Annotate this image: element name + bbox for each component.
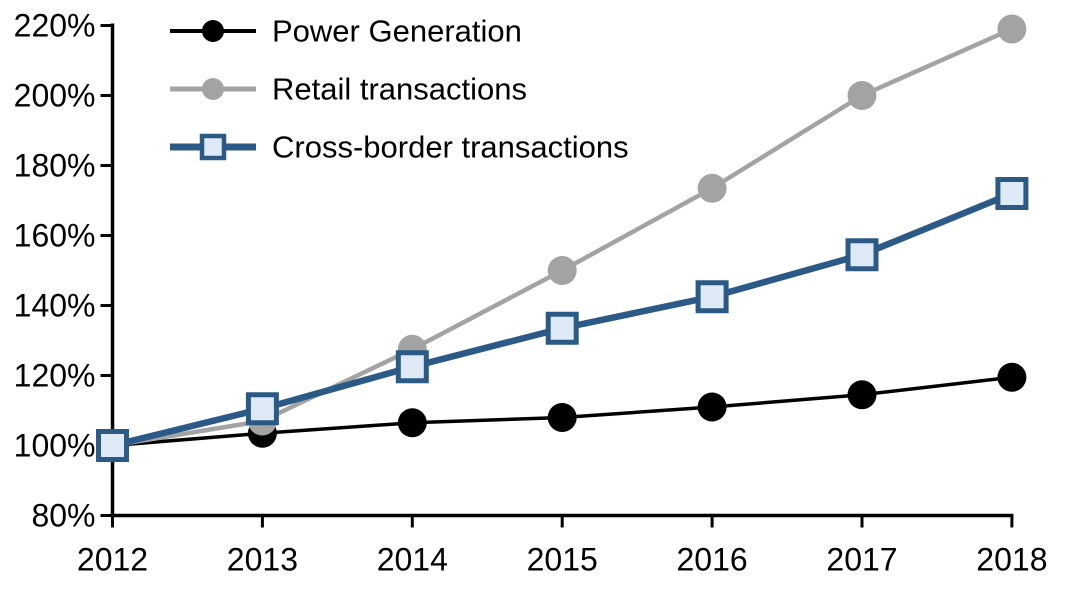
retail-transactions-marker — [547, 256, 577, 285]
x-tick-label: 2013 — [227, 542, 298, 578]
power-generation-marker — [547, 403, 577, 432]
cross-border-transactions-marker — [395, 350, 429, 384]
x-tick-label: 2018 — [976, 542, 1047, 578]
power-generation-marker — [997, 362, 1027, 392]
y-tick-label: 80% — [31, 498, 95, 534]
power-generation-legend-marker — [202, 20, 224, 42]
cross-border-transactions-marker — [245, 392, 279, 426]
x-tick-label: 2017 — [826, 542, 897, 578]
cross-border-transactions-legend-label: Cross-border transactions — [272, 130, 629, 165]
y-tick-label: 100% — [14, 428, 96, 464]
retail-transactions-marker — [847, 81, 877, 110]
power-generation-legend-label: Power Generation — [272, 14, 522, 49]
y-tick-label: 200% — [14, 78, 96, 114]
power-generation-marker — [397, 408, 427, 438]
y-tick-label: 120% — [14, 358, 96, 394]
y-tick-label: 220% — [14, 8, 96, 44]
x-tick-label: 2016 — [677, 542, 748, 578]
x-tick-label: 2014 — [377, 542, 448, 578]
legend-item-power-generation: Power Generation — [170, 14, 522, 49]
cross-border-transactions-marker — [545, 311, 579, 345]
x-tick-label: 2015 — [527, 542, 598, 578]
cross-border-transactions-marker — [845, 238, 879, 272]
y-tick-label: 160% — [14, 218, 96, 254]
legend-item-cross-border-transactions: Cross-border transactions — [170, 130, 629, 165]
series-power-generation — [98, 362, 1027, 460]
y-tick-label: 180% — [14, 148, 96, 184]
legend: Power Generation Retail transactions Cross… — [170, 14, 629, 165]
y-tick-label: 140% — [14, 288, 96, 324]
retail-transactions-legend-marker — [202, 78, 224, 100]
power-generation-marker — [847, 380, 877, 410]
x-tick-label: 2012 — [77, 542, 148, 578]
axes: 80% 100% 120% 140% 160% 180% 200% 220% 2012 2013 2… — [14, 8, 1048, 578]
retail-transactions-legend-label: Retail transactions — [272, 72, 527, 107]
cross-border-transactions-legend-marker — [199, 133, 227, 161]
legend-item-retail-transactions: Retail transactions — [170, 72, 527, 107]
cross-border-transactions-marker — [995, 177, 1029, 210]
cross-border-transactions-marker — [96, 429, 129, 462]
series-cross-border-transactions — [96, 177, 1029, 462]
power-generation-marker — [697, 392, 727, 422]
retail-transactions-marker — [697, 173, 727, 203]
cross-border-transactions-marker — [695, 280, 729, 314]
retail-transactions-marker — [997, 14, 1027, 44]
